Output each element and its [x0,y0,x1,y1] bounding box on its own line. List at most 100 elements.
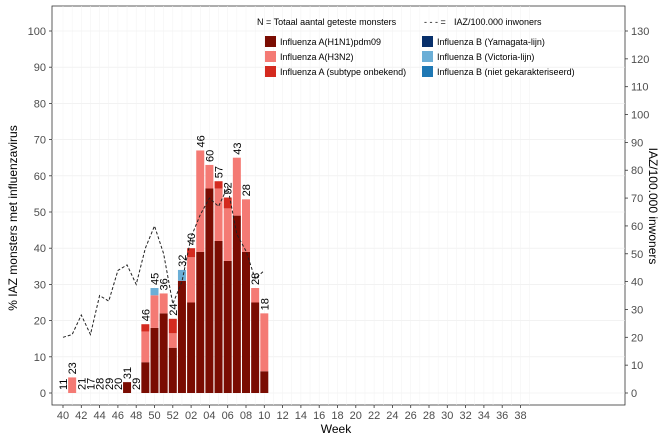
bar-segment-h1n1 [232,215,241,393]
bar-segment-a_unk [223,197,232,209]
n-label: 43 [232,142,244,154]
right-tick-label: 110 [631,82,649,94]
bar-segment-h3n2 [159,293,168,314]
bar-segment-h3n2 [214,188,223,241]
n-label: 36 [159,278,171,290]
bar-segment-h3n2 [260,313,269,372]
legend-swatch-b_yam [422,36,433,47]
n-labels: 1123211728292031294645362432404660575243… [58,135,271,390]
left-tick-label: 10 [34,352,46,364]
bar-segment-h1n1 [123,382,132,393]
x-tick-label: 20 [350,410,362,422]
bar-segment-h1n1 [187,302,196,393]
n-label: 29 [104,378,116,390]
legend-swatch-h1n1 [265,36,276,47]
bar-segment-h1n1 [223,260,232,393]
bar-segment-a_unk [141,324,150,332]
left-tick-label: 60 [34,171,46,183]
n-label: 11 [58,379,70,390]
legend-swatch-b_vic [422,51,433,62]
bar-segment-h3n2 [232,157,241,216]
iaz-line-group [62,185,265,338]
bar-segment-h1n1 [177,280,186,393]
n-label: 46 [195,135,207,147]
bar-segment-h1n1 [214,240,223,393]
bar-segment-h3n2 [68,377,77,393]
x-tick-label: 02 [185,410,197,422]
n-label: 60 [204,150,216,162]
x-tick-label: 44 [93,410,105,422]
bar-segment-h3n2 [223,208,232,261]
bar-segment-h1n1 [196,251,205,393]
x-tick-label: 40 [57,410,69,422]
right-tick-label: 10 [631,360,643,372]
x-tick-label: 06 [222,410,234,422]
bar-segment-h3n2 [168,333,177,348]
x-tick-label: 16 [313,410,325,422]
left-tick-label: 0 [40,388,46,400]
x-tick-label: 28 [423,410,435,422]
n-label: 28 [95,378,107,390]
bar-segment-b_vic [177,269,186,281]
n-label: 18 [259,298,271,310]
legend-swatch-h3n2 [265,51,276,62]
n-label: 31 [122,367,134,379]
n-label: 28 [241,184,253,196]
legend-label-b_vic: Influenza B (Victoria-lijn) [437,52,534,62]
right-tick-label: 70 [631,193,643,205]
n-label: 20 [113,378,125,390]
x-tick-label: 22 [368,410,380,422]
bar-segment-h3n2 [196,150,205,252]
legend-line-title: IAZ/100.000 inwoners [454,17,542,27]
legend-label-h1n1: Influenza A(H1N1)pdm09 [280,37,381,47]
legend-label-a_unk: Influenza A (subtype onbekend) [280,67,406,77]
right-tick-label: 80 [631,165,643,177]
legend-swatch-b_unk [422,66,433,77]
x-tick-label: 52 [167,410,179,422]
right-tick-label: 50 [631,249,643,261]
bar-segment-h1n1 [141,362,150,393]
n-label: 21 [76,378,88,390]
right-tick-label: 90 [631,137,643,149]
bar-segment-h1n1 [150,327,159,393]
y-axis-right-title: IAZ/100.000 inwoners [646,148,659,265]
bar-segment-h1n1 [242,251,250,393]
x-tick-label: 42 [75,410,87,422]
n-label: 17 [85,378,97,390]
bar-segment-h1n1 [260,371,269,393]
legend-entries: Influenza A(H1N1)pdm09 Influenza A(H3N2) I… [265,36,575,77]
right-tick-label: 120 [631,54,649,66]
x-tick-label: 26 [405,410,417,422]
x-tick-label: 08 [240,410,252,422]
bar-segment-a_unk [187,248,196,258]
bar-segment-h3n2 [141,331,150,363]
x-tick-label: 30 [441,410,453,422]
x-tick-label: 50 [148,410,160,422]
x-tick-label: 18 [331,410,343,422]
left-axis-ticks: 0 10 20 30 40 50 60 70 80 90 100 [28,26,52,400]
right-tick-label: 30 [631,304,643,316]
x-tick-label: 14 [295,410,307,422]
legend-label-b_yam: Influenza B (Yamagata-lijn) [437,37,545,47]
bar-segment-h1n1 [205,188,214,393]
right-tick-label: 130 [631,26,649,38]
right-tick-label: 20 [631,332,643,344]
legend: N = Totaal aantal geteste monsters - - -… [257,17,575,77]
right-tick-label: 0 [631,388,637,400]
bar-segment-a_unk [168,318,177,334]
iaz-line [62,185,265,338]
n-label: 29 [131,378,143,390]
right-tick-label: 100 [631,110,649,122]
bar-segment-h3n2 [251,288,260,303]
x-tick-label: 12 [276,410,288,422]
left-tick-label: 20 [34,316,46,328]
x-tick-label: 36 [496,410,508,422]
n-label: 24 [168,304,180,316]
legend-line-prefix: - - - = [424,17,446,27]
left-tick-label: 90 [34,62,46,74]
bar-segment-a_unk [214,181,223,189]
x-tick-label: 38 [514,410,526,422]
legend-label-b_unk: Influenza B (niet gekarakteriseerd) [437,67,575,77]
x-tick-label: 10 [258,410,270,422]
x-axis-title: Week [321,422,352,436]
